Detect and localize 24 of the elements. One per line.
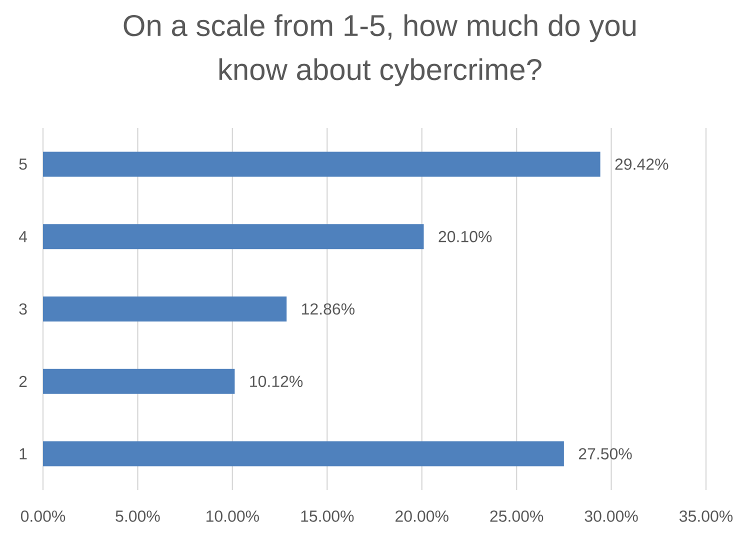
bar: [43, 224, 424, 250]
y-tick-label: 4: [18, 231, 28, 242]
data-label: 12.86%: [302, 303, 354, 315]
y-tick-label: 3: [19, 303, 27, 315]
x-tick-label: 10.00%: [206, 510, 259, 522]
y-tick-label: 1: [20, 448, 27, 460]
x-tick-label: 35.00%: [679, 510, 733, 522]
bar: [43, 152, 600, 177]
x-tick-label: 15.00%: [301, 510, 354, 522]
bar: [43, 368, 235, 394]
bar: [43, 296, 287, 322]
x-tick-label: 30.00%: [584, 510, 638, 522]
x-tick-label: 20.00%: [396, 510, 448, 522]
chart-title: On a scale from 1-5, how much do you know about cybercrime?: [124, 14, 636, 86]
data-label: 27.50%: [578, 448, 632, 460]
x-tick-label: 5.00%: [116, 510, 160, 522]
y-tick-label: 5: [19, 158, 27, 170]
x-tick-label: 25.00%: [490, 510, 544, 522]
data-label: 29.42%: [615, 158, 668, 170]
bar: [43, 441, 564, 466]
data-label: 20.10%: [438, 230, 492, 242]
x-tick-label: 0.00%: [20, 510, 66, 522]
y-tick-label: 2: [19, 376, 27, 387]
data-label: 10.12%: [250, 376, 303, 388]
